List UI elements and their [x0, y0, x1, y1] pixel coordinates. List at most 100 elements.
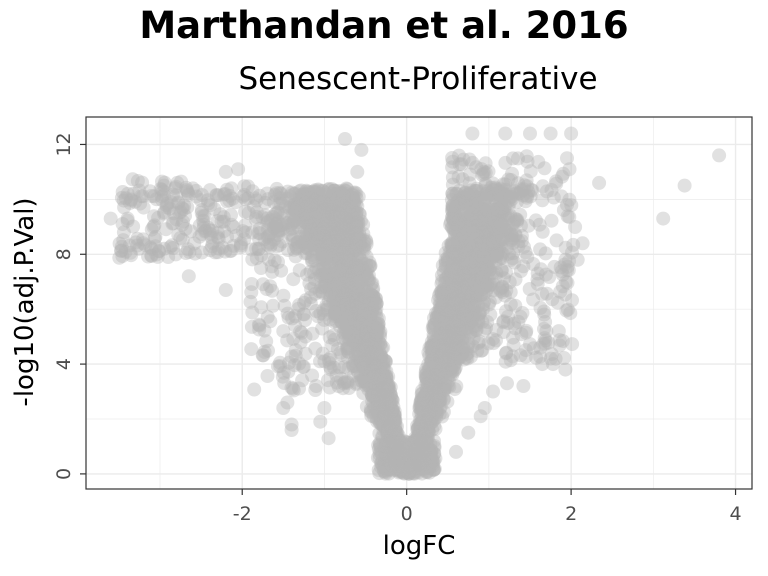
- data-point: [303, 296, 318, 311]
- data-point: [452, 325, 467, 340]
- data-point: [415, 441, 429, 456]
- data-point: [434, 308, 449, 323]
- data-point: [338, 190, 353, 205]
- data-point: [346, 271, 361, 285]
- data-point: [385, 424, 400, 439]
- data-point: [265, 264, 280, 279]
- data-point: [319, 218, 334, 233]
- data-point: [451, 351, 466, 366]
- data-point: [422, 414, 437, 428]
- data-point: [349, 233, 363, 248]
- data-point: [366, 381, 381, 395]
- data-point: [356, 352, 371, 367]
- data-point: [415, 444, 430, 458]
- data-point: [431, 383, 446, 397]
- data-point: [307, 184, 322, 199]
- data-point: [247, 382, 262, 397]
- data-point: [330, 287, 345, 302]
- data-point: [330, 252, 345, 267]
- data-point: [315, 202, 330, 217]
- data-point: [312, 263, 327, 277]
- data-point: [356, 241, 371, 256]
- data-point: [358, 313, 373, 328]
- data-point: [440, 305, 455, 320]
- data-point: [472, 272, 487, 287]
- data-point: [446, 332, 460, 347]
- data-point: [458, 186, 473, 201]
- data-point: [335, 197, 350, 212]
- data-point: [416, 425, 430, 440]
- data-point: [343, 265, 358, 279]
- data-point: [445, 235, 460, 249]
- data-point: [469, 322, 483, 337]
- data-point: [430, 366, 445, 380]
- data-point: [376, 409, 390, 424]
- data-point: [494, 232, 508, 247]
- data-point: [426, 350, 441, 365]
- data-point: [406, 441, 420, 456]
- data-point: [427, 317, 442, 332]
- data-point: [300, 213, 315, 227]
- data-point: [377, 380, 392, 394]
- data-point: [357, 352, 372, 367]
- data-point: [494, 239, 509, 254]
- data-point: [339, 306, 354, 321]
- data-point: [386, 424, 401, 439]
- data-point: [313, 414, 328, 429]
- data-point: [331, 240, 345, 255]
- data-point: [383, 409, 398, 423]
- data-point: [455, 192, 470, 207]
- data-point: [448, 348, 463, 363]
- data-point: [339, 207, 354, 222]
- data-point: [414, 386, 429, 401]
- data-point: [351, 330, 366, 345]
- data-point: [426, 345, 441, 360]
- data-point: [452, 317, 467, 332]
- data-point: [448, 329, 463, 344]
- data-point: [366, 293, 381, 308]
- data-point: [419, 414, 434, 429]
- data-point: [305, 253, 320, 268]
- data-point: [349, 292, 364, 307]
- data-point: [474, 235, 489, 250]
- data-point: [374, 388, 389, 403]
- data-point: [418, 387, 433, 402]
- data-point: [385, 431, 400, 446]
- data-point: [124, 192, 139, 207]
- data-point: [450, 247, 465, 261]
- data-point: [427, 393, 442, 408]
- data-point: [496, 186, 510, 201]
- data-point: [469, 278, 484, 293]
- data-point: [442, 324, 457, 339]
- data-point: [355, 322, 369, 337]
- data-point: [518, 343, 533, 358]
- data-point: [379, 419, 394, 434]
- data-point: [460, 351, 475, 366]
- data-point: [383, 406, 398, 421]
- data-point: [450, 321, 465, 336]
- data-point: [457, 295, 472, 310]
- data-point: [218, 283, 233, 297]
- data-point: [374, 400, 389, 415]
- data-point: [340, 182, 355, 197]
- data-point: [495, 250, 509, 265]
- data-point: [321, 182, 336, 197]
- data-point: [428, 358, 443, 373]
- data-point: [384, 445, 399, 460]
- data-point: [323, 203, 338, 218]
- data-point: [560, 197, 574, 212]
- data-point: [412, 453, 427, 468]
- data-point: [336, 202, 351, 217]
- data-point: [300, 267, 314, 282]
- data-point: [449, 307, 464, 322]
- data-point: [391, 449, 406, 464]
- data-point: [334, 315, 349, 330]
- data-point: [371, 405, 385, 420]
- data-point: [317, 307, 331, 322]
- data-point: [450, 246, 465, 261]
- data-point: [353, 354, 367, 369]
- data-point: [338, 214, 353, 229]
- data-point: [461, 315, 475, 330]
- data-point: [383, 388, 398, 402]
